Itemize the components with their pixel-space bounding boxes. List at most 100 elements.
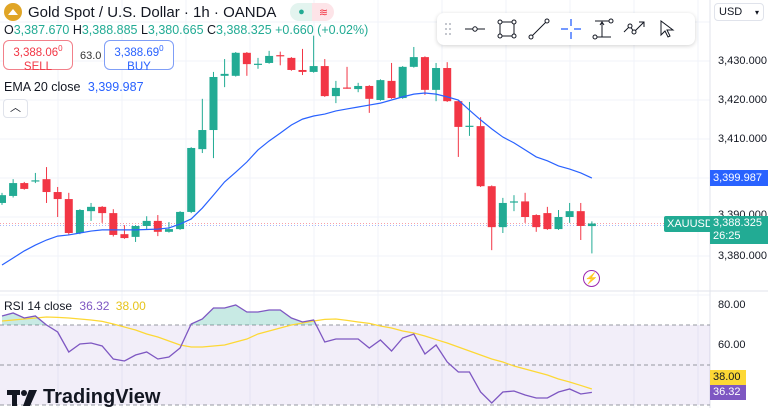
candle-down — [298, 69, 307, 72]
rsi-label: RSI 14 close — [4, 299, 73, 313]
candle-down — [20, 183, 29, 189]
price-axis-tick: 3,430.000 — [718, 55, 767, 67]
candle-down — [53, 192, 62, 200]
candle-down — [365, 85, 374, 99]
horizontal-ray-icon[interactable] — [459, 13, 491, 45]
candle-down — [443, 68, 452, 102]
rsi-ma-tag: 38.00 — [710, 370, 746, 385]
candle-up — [142, 220, 151, 226]
candle-down — [487, 186, 496, 228]
chevron-down-icon: ▾ — [754, 7, 759, 17]
drag-handle-icon[interactable] — [437, 13, 459, 45]
lightning-event-icon[interactable]: ⚡ — [583, 270, 600, 287]
candle-up — [565, 211, 574, 217]
change-value: +0.660 (+0.02%) — [275, 23, 369, 37]
rsi-overbought-fill — [2, 305, 592, 325]
buy-label: BUY — [127, 60, 151, 73]
candle-up — [176, 211, 185, 230]
brand-name: TradingView — [43, 386, 161, 408]
candle-up — [209, 76, 218, 131]
ohlc-readout: O3,387.670 H3,388.885 L3,380.665 C3,388.… — [4, 23, 368, 37]
high-label: H — [72, 23, 82, 37]
rsi-value-tag: 36.32 — [710, 385, 746, 400]
close-label: C — [207, 23, 217, 37]
crosshair-icon[interactable] — [555, 13, 587, 45]
ema-price-tag: 3,399.987 — [710, 170, 768, 186]
currency-select[interactable]: USD ▾ — [714, 3, 764, 21]
rsi-axis-tick: 60.00 — [718, 339, 746, 351]
candle-up — [87, 206, 96, 212]
market-open-dot-icon: ● — [290, 3, 313, 21]
last-price-tag: 3,388.325 26:25 — [710, 216, 768, 244]
candle-up — [31, 180, 40, 182]
candle-down — [276, 55, 285, 57]
rsi-line — [1, 304, 592, 404]
candle-up — [253, 63, 262, 65]
trend-line-icon[interactable] — [523, 13, 555, 45]
candle-up — [9, 183, 18, 196]
open-label: O — [4, 23, 14, 37]
candle-down — [120, 234, 129, 239]
candle-up — [220, 73, 229, 76]
candle-up — [354, 85, 363, 90]
candle-down — [454, 101, 463, 127]
rectangle-icon[interactable] — [491, 13, 523, 45]
rsi-ma-value: 38.00 — [115, 299, 146, 313]
tradingview-logo[interactable]: TradingView — [7, 386, 160, 409]
ema-20-line — [1, 92, 593, 266]
candle-up — [265, 55, 274, 63]
candle-down — [42, 179, 51, 193]
rsi-value: 36.32 — [79, 299, 110, 313]
price-range-icon[interactable] — [587, 13, 619, 45]
candle-up — [0, 195, 6, 203]
symbol-title[interactable]: Gold Spot / U.S. Dollar · 1h · OANDA — [28, 3, 277, 21]
candle-up — [398, 66, 407, 99]
ema-label: EMA 20 close — [4, 80, 81, 94]
path-icon[interactable] — [619, 13, 651, 45]
candle-down — [543, 213, 552, 230]
candle-up — [498, 202, 507, 228]
data-delay-icon: ≋ — [312, 3, 335, 21]
drawing-toolbar — [437, 13, 695, 45]
candle-down — [420, 57, 429, 90]
price-axis-tick: 3,380.000 — [718, 250, 767, 262]
currency-label: USD — [719, 6, 743, 18]
candle-up — [409, 57, 418, 67]
candle-up — [554, 217, 563, 230]
last-price: 3,388.325 — [713, 217, 762, 229]
bar-countdown: 26:25 — [713, 230, 741, 242]
rsi-legend[interactable]: RSI 14 close 36.32 38.00 — [4, 299, 146, 313]
symbol-legend: Gold Spot / U.S. Dollar · 1h · OANDA ● ≋ — [4, 3, 335, 21]
low-label: L — [140, 23, 148, 37]
buy-button[interactable]: 3,388.690 BUY — [104, 40, 174, 73]
candle-down — [242, 52, 251, 65]
candle-up — [309, 66, 318, 72]
gold-symbol-icon — [4, 3, 22, 21]
sell-button[interactable]: 3,388.060 SELL — [3, 40, 73, 73]
candle-down — [532, 215, 541, 228]
sell-label: SELL — [23, 60, 53, 73]
candle-down — [576, 211, 585, 226]
candle-up — [75, 209, 84, 233]
candle-down — [521, 201, 530, 217]
candle-down — [98, 206, 107, 214]
candle-up — [587, 223, 596, 227]
candle-down — [64, 199, 73, 233]
candle-down — [153, 220, 162, 232]
ema-legend[interactable]: EMA 20 close 3,399.987 — [4, 80, 144, 94]
candle-down — [387, 80, 396, 99]
candle-up — [376, 80, 385, 100]
spread-value: 63.0 — [80, 50, 102, 62]
cursor-icon[interactable] — [651, 13, 683, 45]
candle-down — [109, 213, 118, 235]
market-status[interactable]: ● ≋ — [290, 3, 335, 21]
candle-up — [131, 225, 140, 237]
buy-price: 3,388.69 — [114, 46, 160, 59]
open-value: 3,387.670 — [13, 23, 70, 37]
low-value: 3,380.665 — [147, 23, 204, 37]
buy-price-pipette: 0 — [159, 44, 164, 53]
sell-price: 3,388.06 — [13, 46, 59, 59]
candle-up — [164, 229, 173, 232]
collapse-legend-button[interactable]: ︿ — [3, 99, 28, 118]
